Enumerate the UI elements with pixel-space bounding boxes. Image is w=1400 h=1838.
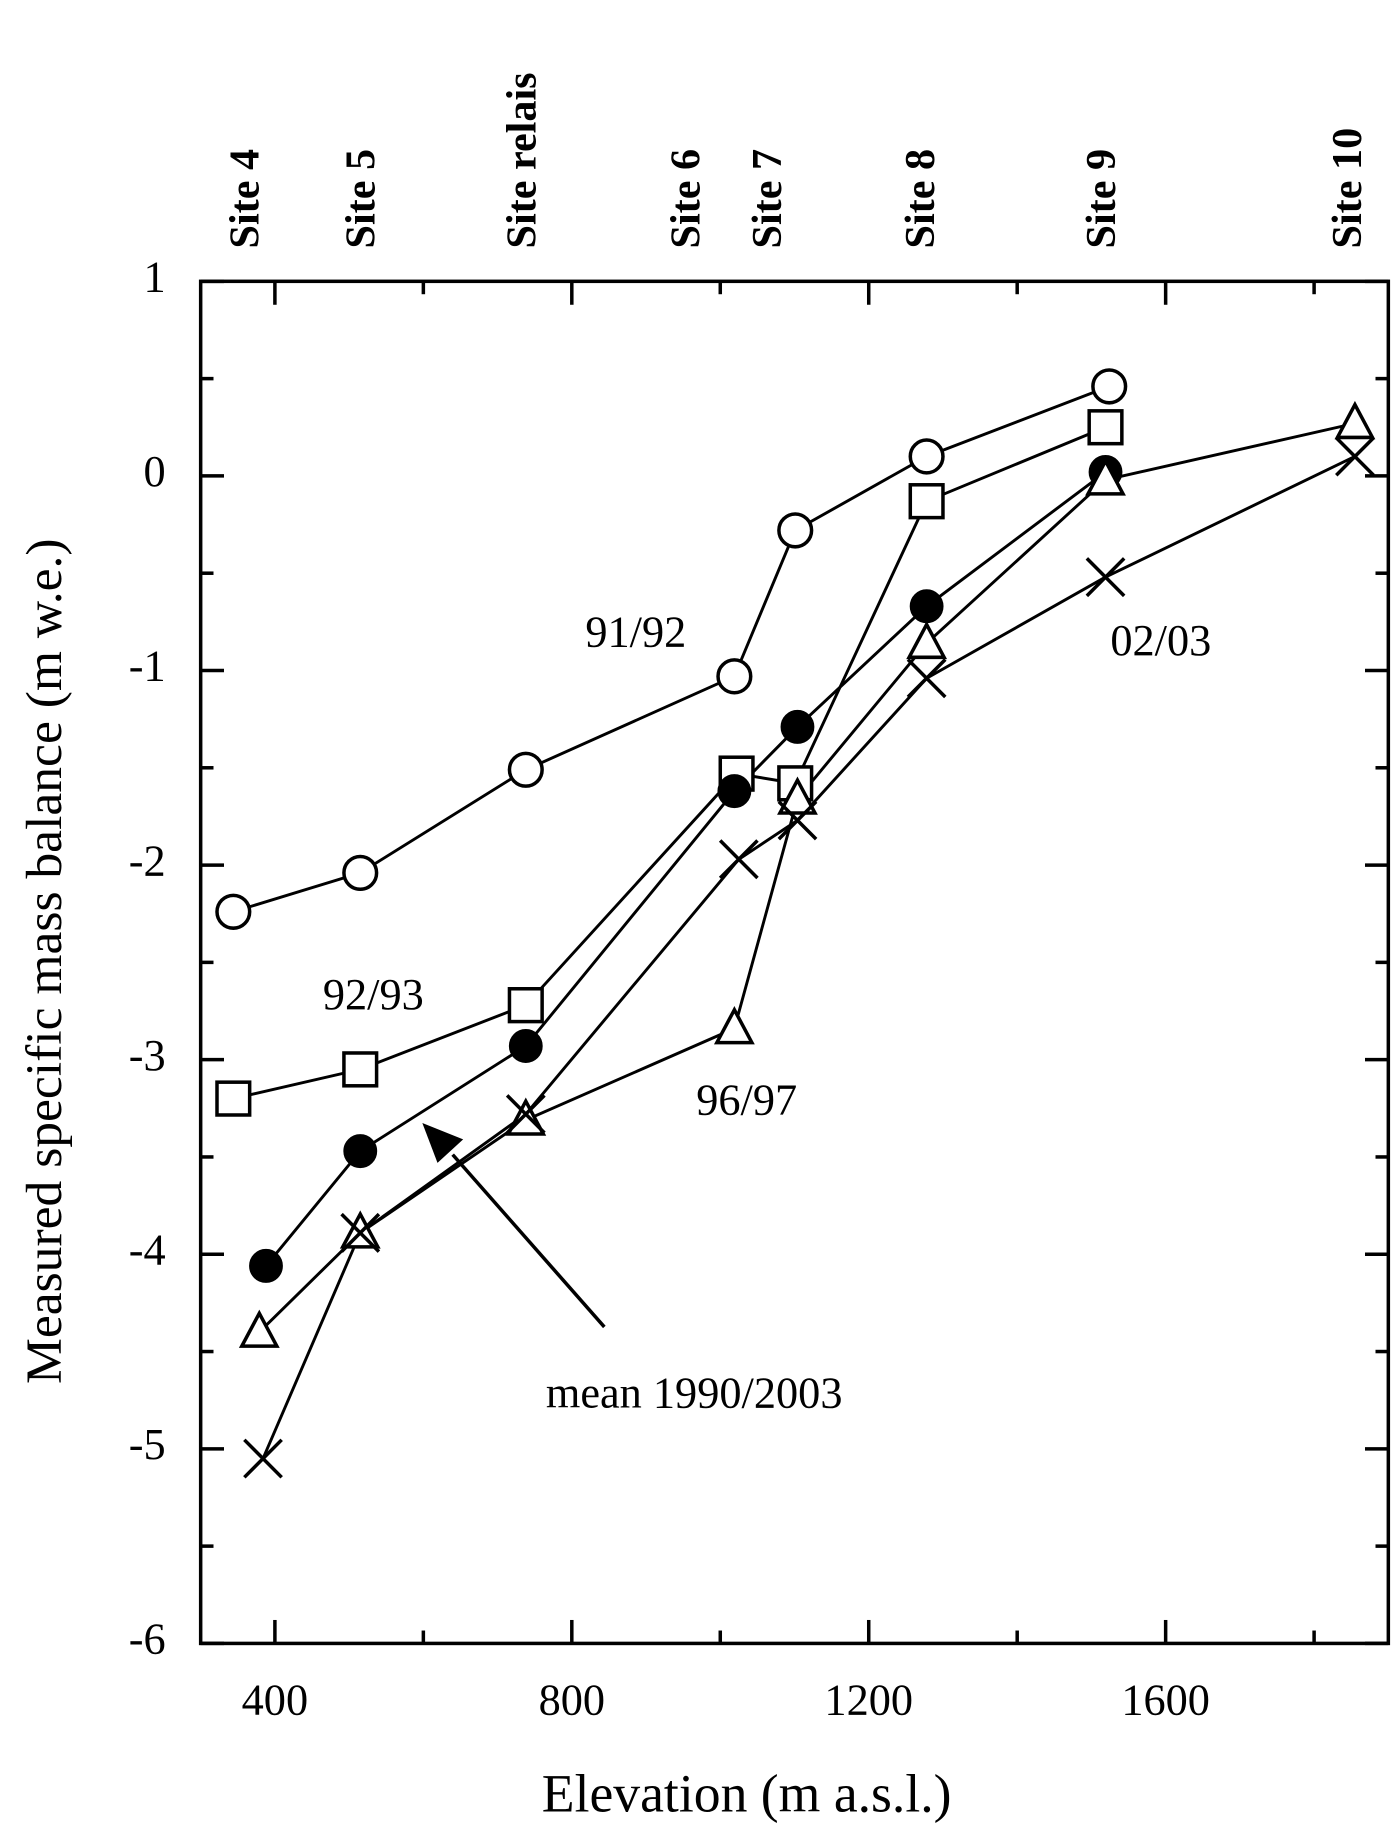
x-axis-label: Elevation (m a.s.l.) xyxy=(542,1764,952,1824)
marker xyxy=(909,589,944,624)
x-tick-label: 1600 xyxy=(1121,1675,1210,1725)
site-label: Site 9 xyxy=(1078,149,1125,249)
series-line xyxy=(258,421,1356,1334)
marker xyxy=(1091,368,1128,405)
marker xyxy=(505,1097,547,1136)
y-tick-label: -5 xyxy=(129,1419,166,1469)
marker xyxy=(1334,400,1376,440)
marker xyxy=(342,1051,379,1088)
marker xyxy=(777,800,818,841)
y-tick-label: -1 xyxy=(129,641,166,691)
marker xyxy=(1085,457,1126,496)
marker xyxy=(505,1094,546,1135)
series-annotation: 92/93 xyxy=(323,969,424,1019)
annotation-arrowhead xyxy=(422,1122,464,1163)
site-label: Site 8 xyxy=(897,149,944,249)
y-tick-label: 1 xyxy=(144,251,166,301)
marker xyxy=(215,1080,252,1117)
marker xyxy=(716,658,753,695)
y-tick-label: 0 xyxy=(144,446,166,496)
marker xyxy=(343,1134,378,1169)
plot-frame xyxy=(198,279,1391,1646)
marker xyxy=(340,1212,381,1253)
marker xyxy=(249,1248,283,1283)
x-tick-label: 1200 xyxy=(824,1675,913,1725)
marker xyxy=(717,774,752,809)
series-line xyxy=(261,455,1356,1460)
site-label: Site relais xyxy=(499,72,546,248)
marker xyxy=(777,512,814,549)
x-tick-label: 400 xyxy=(242,1675,308,1725)
y-tick-label: -4 xyxy=(129,1224,166,1274)
marker xyxy=(508,1029,543,1064)
marker xyxy=(238,1309,280,1348)
site-label: Site 7 xyxy=(744,149,791,249)
annotation-arrow xyxy=(451,1153,606,1329)
marker xyxy=(507,751,544,788)
y-tick-label: -3 xyxy=(129,1030,166,1080)
y-tick-label: -6 xyxy=(129,1614,166,1664)
marker xyxy=(507,987,544,1024)
marker xyxy=(243,1438,283,1479)
marker xyxy=(718,839,759,880)
marker xyxy=(908,483,945,520)
marker xyxy=(908,438,945,475)
marker xyxy=(780,709,815,744)
marker xyxy=(1087,409,1124,446)
marker xyxy=(1085,557,1126,598)
marker xyxy=(1335,436,1375,477)
x-tick-label: 800 xyxy=(539,1675,605,1725)
marker xyxy=(906,658,947,699)
marker xyxy=(713,1006,755,1045)
series-annotation: 91/92 xyxy=(585,607,686,657)
marker xyxy=(342,854,379,892)
marker xyxy=(906,620,948,660)
series-annotation: 02/03 xyxy=(1110,615,1211,665)
site-label: Site 10 xyxy=(1324,128,1371,249)
series-annotation: mean 1990/2003 xyxy=(546,1367,843,1417)
series-line xyxy=(264,470,1107,1267)
marker xyxy=(215,893,252,930)
site-label: Site 6 xyxy=(663,149,710,249)
site-label: Site 4 xyxy=(222,149,269,249)
site-label: Site 5 xyxy=(337,149,384,249)
y-tick-label: -2 xyxy=(129,835,166,885)
marker xyxy=(777,776,818,815)
y-axis-label: Measured specific mass balance (m w.e.) xyxy=(16,538,73,1384)
series-annotation: 96/97 xyxy=(696,1074,797,1124)
